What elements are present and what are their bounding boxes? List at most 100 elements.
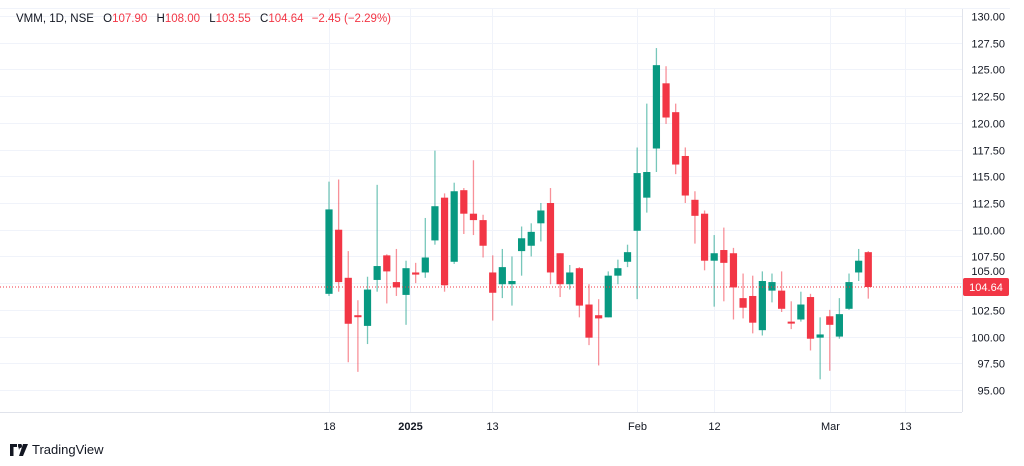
- candle-body: [855, 260, 863, 273]
- high-key: H: [156, 13, 165, 25]
- candle: [460, 188, 468, 234]
- candle: [421, 217, 429, 278]
- candle-body: [652, 65, 661, 149]
- open-key: O: [103, 13, 113, 25]
- price-tick-label: 112.50: [972, 199, 1005, 211]
- candle: [672, 103, 680, 175]
- candle-body: [710, 253, 718, 261]
- change-value: −2.45 (−2.29%): [311, 13, 391, 25]
- last-price-marker: 104.64: [0, 277, 1009, 296]
- ohlc-legend: VMM, 1D, NSE O107.90 H108.00 L103.55 C10…: [16, 13, 391, 25]
- price-tick-label: 115.00: [972, 172, 1005, 184]
- candle-body: [585, 304, 593, 338]
- tradingview-logo[interactable]: TradingView: [10, 442, 104, 457]
- candle: [383, 254, 391, 304]
- candle-body: [749, 295, 757, 323]
- candles: [325, 48, 872, 380]
- candle: [575, 267, 583, 318]
- candle: [508, 256, 516, 306]
- candle-body: [392, 282, 401, 288]
- candle: [489, 255, 497, 321]
- candle-body: [778, 290, 786, 309]
- candle: [691, 191, 699, 244]
- candle-body: [479, 220, 487, 246]
- price-tick-label: 107.50: [971, 252, 1005, 264]
- candle: [518, 226, 526, 276]
- candle: [373, 184, 381, 292]
- candle-body: [402, 268, 410, 295]
- candle: [556, 253, 564, 298]
- candle: [662, 66, 670, 124]
- price-tick-label: 110.00: [972, 226, 1005, 238]
- candle: [363, 276, 372, 345]
- candle: [392, 248, 401, 296]
- candle-body: [845, 282, 853, 309]
- symbol-label[interactable]: VMM, 1D, NSE: [16, 13, 94, 25]
- candle-body: [344, 277, 352, 324]
- brand-name: TradingView: [32, 442, 104, 457]
- candle-body: [460, 190, 468, 214]
- candle: [546, 188, 555, 285]
- candle: [595, 299, 603, 366]
- candle: [479, 214, 487, 258]
- candle-body: [806, 297, 815, 339]
- candle: [816, 317, 824, 380]
- candle: [335, 179, 343, 292]
- candle: [537, 203, 545, 242]
- candle-body: [556, 253, 564, 285]
- candle: [614, 259, 622, 285]
- low-key: L: [209, 13, 216, 25]
- candle: [527, 223, 535, 257]
- candle: [739, 273, 747, 319]
- candle-body: [566, 272, 574, 285]
- candle-body: [604, 275, 612, 318]
- candle: [797, 291, 805, 322]
- price-tick-label: 125.00: [971, 65, 1005, 77]
- candle: [864, 251, 872, 299]
- candle: [835, 298, 843, 339]
- candle: [354, 300, 362, 372]
- candle-body: [864, 252, 872, 287]
- candle-body: [758, 281, 766, 331]
- open-value: 107.90: [112, 13, 148, 25]
- candle-body: [518, 238, 526, 252]
- candle-body: [431, 206, 439, 241]
- candle-body: [633, 173, 641, 231]
- candle: [700, 210, 709, 271]
- candle-body: [614, 268, 622, 276]
- candle: [845, 273, 853, 310]
- candle-body: [450, 191, 458, 262]
- candle: [344, 251, 352, 363]
- time-tick-label: 12: [708, 421, 720, 433]
- candle-body: [325, 209, 333, 294]
- candle: [325, 181, 333, 296]
- candle-body: [595, 315, 603, 319]
- candle: [412, 262, 420, 284]
- candle-body: [527, 231, 535, 246]
- candle: [431, 150, 439, 245]
- price-tick-label: 102.50: [971, 306, 1005, 318]
- price-tick-label: 127.50: [971, 39, 1005, 51]
- candle-body: [787, 321, 795, 324]
- price-tick-label: 130.00: [971, 12, 1005, 24]
- high-value: 108.00: [164, 13, 201, 25]
- price-tick-label: 105.00: [971, 266, 1005, 278]
- price-tick-label: 117.50: [972, 146, 1005, 158]
- candle-body: [826, 316, 834, 325]
- candle: [604, 271, 612, 318]
- candle-body: [354, 315, 362, 318]
- candle: [633, 147, 641, 300]
- candle: [643, 103, 651, 213]
- time-axis[interactable]: 18 2025 13 Feb 12 Mar 13: [323, 421, 911, 433]
- candle: [806, 293, 815, 351]
- candle-body: [720, 250, 728, 263]
- candle: [623, 244, 632, 268]
- time-tick-label: 2025: [398, 421, 422, 433]
- candle-body: [489, 272, 497, 293]
- price-tick-label: 95.00: [977, 386, 1005, 398]
- candle: [778, 271, 786, 313]
- price-axis[interactable]: 95.00 97.50 100.00 102.50 105.00 107.50 110.00…: [971, 12, 1005, 398]
- candle-body: [835, 314, 843, 337]
- candle: [729, 247, 738, 320]
